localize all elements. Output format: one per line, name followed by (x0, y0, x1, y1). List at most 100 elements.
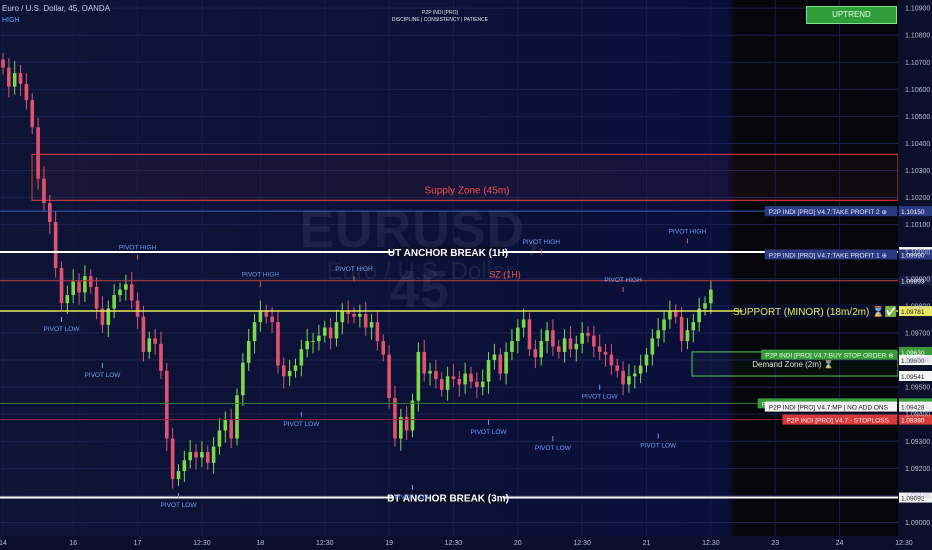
candle-body (609, 354, 614, 366)
candle-body (100, 308, 105, 325)
price-axis-label (899, 346, 932, 357)
candle-body (352, 314, 356, 317)
candle-body (77, 281, 81, 293)
price-axis-label-text: 1.09781 (901, 309, 925, 316)
pivot-low-label: PIVOT LOW (161, 502, 198, 509)
x-tick-label: 12:30 (445, 540, 463, 547)
candle-body (691, 322, 696, 331)
candle-body (492, 354, 497, 361)
price-axis-label (899, 206, 932, 217)
candle-body (404, 416, 409, 431)
candle-body (656, 330, 660, 339)
candle-body (322, 327, 327, 336)
candle-body (475, 381, 479, 388)
candle-body (42, 178, 46, 204)
candle-body (241, 362, 245, 396)
supply-zone-label: Supply Zone (45m) (424, 185, 509, 196)
symbol-watermark: EURUSD, 45 (299, 201, 541, 319)
candle-body (703, 303, 707, 309)
symbol-header[interactable]: Euro / U.S. Dollar, 45, OANDA (2, 4, 111, 13)
x-tick-label: 23 (771, 540, 779, 547)
candle-body (393, 397, 397, 439)
indicator-header: P2P INDI [PRO] DISCIPLINE | CONSISTENCY … (380, 10, 500, 24)
candle-body (469, 373, 473, 382)
candle-body (673, 311, 678, 317)
x-tick-label: 17 (134, 540, 142, 547)
candle-body (621, 370, 625, 385)
candle-body (668, 311, 672, 320)
y-tick-label: 1.10700 (905, 60, 930, 67)
y-tick-label: 1.09100 (905, 493, 930, 500)
price-axis-label (899, 492, 932, 503)
candle-body (305, 341, 309, 350)
pivot-high-label: PIVOT HIGH (522, 239, 560, 246)
y-tick-label: 1.10900 (905, 6, 930, 13)
candle-body (153, 338, 157, 344)
candle-body (457, 378, 462, 385)
candle-body (662, 319, 666, 331)
demand-zone-label: Demand Zone (2m) ⌛ (752, 359, 834, 369)
price-axis-label (899, 275, 932, 286)
y-tick-label: 1.09200 (905, 466, 930, 473)
candle-body (53, 221, 58, 268)
x-tick-label: 20 (514, 540, 522, 547)
take-profit-2-box-text: P2P INDI [PRO] V4.7:TAKE PROFIT 2 ⊕ (769, 209, 888, 216)
pivot-high-label: PIVOT HIGH (242, 272, 280, 279)
candle-body (434, 370, 438, 379)
take-profit-2-box (764, 206, 897, 217)
candle-body (328, 327, 333, 339)
candle-body (633, 373, 637, 377)
y-tick-label: 1.10100 (905, 222, 930, 229)
supply-zone (31, 153, 899, 201)
x-tick-label: 18 (257, 540, 265, 547)
y-tick-label: 1.09000 (905, 520, 930, 527)
candle-body (200, 452, 204, 458)
candle-body (83, 276, 87, 293)
candle-body (603, 351, 608, 355)
candle-body (118, 289, 122, 296)
stoploss-box-text: P2P INDI [PRO] V4.7:- STOPLOSS (787, 418, 890, 425)
y-tick-label: 1.10300 (905, 168, 930, 175)
x-tick-label: 19 (385, 540, 393, 547)
x-tick-label: 16 (69, 540, 77, 547)
candle-body (287, 370, 292, 377)
candle-body (516, 327, 520, 342)
candle-body (504, 351, 508, 374)
candle-body (685, 330, 690, 342)
candle-body (211, 446, 216, 463)
candle-body (94, 286, 99, 309)
candle-body (65, 295, 70, 304)
y-tick-label: 1.09800 (905, 303, 930, 310)
price-axis-label-text: 1.09541 (901, 374, 925, 381)
candle-body (276, 322, 280, 366)
pivot-low-label: PIVOT LOW (640, 442, 677, 449)
candle-body (311, 341, 315, 343)
ut-anchor-break-line-label-bg (393, 245, 503, 260)
candle-body (270, 316, 274, 323)
pivot-high-label: PIVOT HIGH (119, 245, 157, 252)
pivot-low-label: PIVOT LOW (395, 494, 432, 501)
candle-body (223, 419, 228, 431)
price-axis-label-text: 1.10150 (901, 209, 925, 216)
candle-body (299, 349, 304, 366)
support-minor-line-label-bg (742, 304, 888, 319)
y-tick-label: 1.09500 (905, 385, 930, 392)
buy-stop-box (761, 349, 897, 360)
x-tick-label: 24 (836, 540, 844, 547)
candle-body (551, 330, 555, 347)
candle-body (59, 268, 64, 304)
candle-body (346, 311, 350, 315)
candle-body (135, 300, 140, 317)
candle-body (399, 416, 403, 439)
candle-body (679, 316, 684, 342)
candle-body (369, 322, 374, 328)
candle-body (48, 203, 52, 222)
sz-1h-label: SZ (1H) (489, 270, 521, 280)
pivot-low-label: PIVOT LOW (84, 372, 121, 379)
dt-anchor-break-line-label-bg (393, 490, 503, 505)
pivot-low-label: PIVOT LOW (283, 421, 320, 428)
y-tick-label: 1.09600 (905, 358, 930, 365)
y-tick-label: 1.10000 (905, 249, 930, 256)
